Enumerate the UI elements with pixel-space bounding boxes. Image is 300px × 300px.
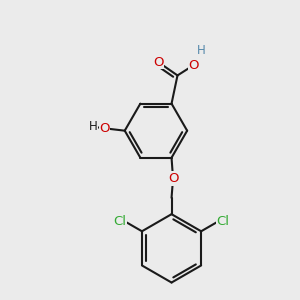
Text: O: O [189, 58, 199, 71]
Text: O: O [168, 172, 178, 185]
Text: Cl: Cl [217, 215, 230, 228]
Text: O: O [99, 122, 110, 135]
Text: H: H [197, 44, 206, 57]
Text: H: H [89, 120, 98, 133]
Text: Cl: Cl [113, 215, 126, 228]
Text: O: O [153, 56, 164, 68]
